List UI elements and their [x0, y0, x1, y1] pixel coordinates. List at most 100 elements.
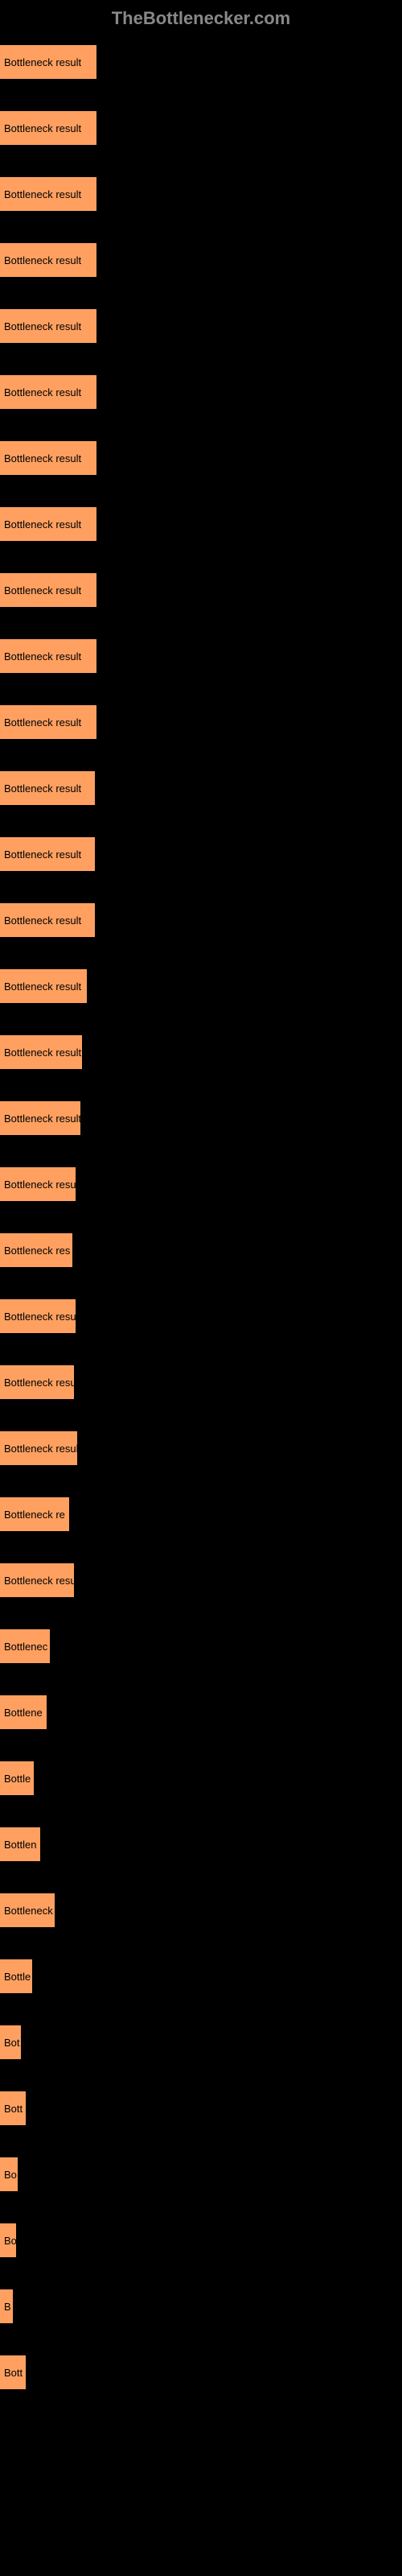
- bar-row: Bo: [0, 2223, 402, 2257]
- bar-row: Bottleneck result: [0, 1299, 402, 1333]
- bar: Bott: [0, 2091, 26, 2125]
- bar-label: Bottleneck result: [4, 716, 81, 729]
- bar-label: Bottleneck result: [4, 518, 81, 530]
- bar-label: Bottle: [4, 1773, 31, 1785]
- bar-row: Bottleneck re: [0, 1497, 402, 1531]
- bar: Bot: [0, 2025, 21, 2059]
- bar-row: Bottleneck result: [0, 45, 402, 79]
- bar-label: Bottleneck result: [4, 584, 81, 597]
- bar-row: Bottleneck res: [0, 1233, 402, 1267]
- bar: Bottleneck result: [0, 639, 96, 673]
- bar-label: Bottleneck: [4, 1905, 53, 1917]
- bar: Bottleneck result: [0, 507, 96, 541]
- bar: Bottleneck result: [0, 243, 96, 277]
- bar-row: Bott: [0, 2355, 402, 2389]
- bar-row: Bottleneck result: [0, 111, 402, 145]
- bar-row: Bottleneck result: [0, 1431, 402, 1465]
- bar: Bottlen: [0, 1827, 40, 1861]
- bar: Bo: [0, 2157, 18, 2191]
- bar-row: Bottleneck result: [0, 1167, 402, 1201]
- bar-label: Bottleneck result: [4, 56, 81, 68]
- bar-row: Bottleneck result: [0, 177, 402, 211]
- bar: Bottleneck result: [0, 969, 87, 1003]
- bar-row: Bottle: [0, 1959, 402, 1993]
- bar-label: Bottleneck result: [4, 122, 81, 134]
- site-title: TheBottlenecker.com: [112, 8, 291, 28]
- bar-label: Bottlenec: [4, 1641, 47, 1653]
- bar-row: Bottleneck result: [0, 969, 402, 1003]
- bar-label: Bottleneck result: [4, 914, 81, 927]
- bar-label: Bottleneck result: [4, 1179, 81, 1191]
- bar: Bottleneck result: [0, 1431, 77, 1465]
- bar-label: Bottleneck result: [4, 1046, 81, 1059]
- bar-label: Bottleneck result: [4, 1311, 81, 1323]
- bar-row: Bottleneck result: [0, 705, 402, 739]
- bar-row: Bottleneck result: [0, 837, 402, 871]
- bar: Bottlenec: [0, 1629, 50, 1663]
- bar-row: Bottlenec: [0, 1629, 402, 1663]
- bar-label: Bottleneck result: [4, 1113, 81, 1125]
- bar: Bottleneck result: [0, 1167, 76, 1201]
- bar-label: Bo: [4, 2169, 17, 2181]
- bar-row: Bottleneck result: [0, 375, 402, 409]
- bar-label: Bottleneck resul: [4, 1575, 79, 1587]
- bar-row: Bot: [0, 2025, 402, 2059]
- bar-row: Bottleneck result: [0, 507, 402, 541]
- bar-label: Bottle: [4, 1971, 31, 1983]
- bar-row: Bottleneck: [0, 1893, 402, 1927]
- bar-row: Bottleneck result: [0, 309, 402, 343]
- bar: Bottleneck resu: [0, 1365, 74, 1399]
- bar-row: Bottleneck resul: [0, 1563, 402, 1597]
- bar: Bottleneck result: [0, 771, 95, 805]
- bar-row: Bottleneck result: [0, 1035, 402, 1069]
- bar: Bottle: [0, 1761, 34, 1795]
- bar-label: Bottleneck result: [4, 650, 81, 663]
- bar-row: B: [0, 2289, 402, 2323]
- bar-row: Bott: [0, 2091, 402, 2125]
- bar: Bottleneck result: [0, 837, 95, 871]
- bar-row: Bottleneck result: [0, 903, 402, 937]
- bar: B: [0, 2289, 13, 2323]
- bar-label: B: [4, 2301, 11, 2313]
- bar: Bottleneck result: [0, 45, 96, 79]
- bar-label: Bottleneck result: [4, 386, 81, 398]
- bar: Bottleneck res: [0, 1233, 72, 1267]
- bar-row: Bottleneck result: [0, 771, 402, 805]
- bar-row: Bottlene: [0, 1695, 402, 1729]
- bar-row: Bottle: [0, 1761, 402, 1795]
- bar-label: Bottlene: [4, 1707, 43, 1719]
- bar-label: Bottleneck result: [4, 188, 81, 200]
- bar: Bottleneck result: [0, 441, 96, 475]
- bar-label: Bottlen: [4, 1839, 36, 1851]
- bar-label: Bott: [4, 2367, 23, 2379]
- bar: Bottleneck result: [0, 903, 95, 937]
- bar: Bottleneck result: [0, 573, 96, 607]
- chart-container: Bottleneck resultBottleneck resultBottle…: [0, 37, 402, 2429]
- bar: Bottleneck result: [0, 705, 96, 739]
- bar: Bottleneck result: [0, 1299, 76, 1333]
- bar-row: Bottleneck resu: [0, 1365, 402, 1399]
- bar-row: Bo: [0, 2157, 402, 2191]
- bar-label: Bottleneck res: [4, 1245, 70, 1257]
- bar: Bottleneck result: [0, 375, 96, 409]
- bar-row: Bottleneck result: [0, 441, 402, 475]
- bar: Bottle: [0, 1959, 32, 1993]
- bar: Bottleneck: [0, 1893, 55, 1927]
- bar-label: Bot: [4, 2037, 20, 2049]
- bar-label: Bottleneck result: [4, 848, 81, 861]
- bar-label: Bott: [4, 2103, 23, 2115]
- bar-label: Bottleneck result: [4, 452, 81, 464]
- bar: Bottleneck result: [0, 309, 96, 343]
- bar: Bottleneck re: [0, 1497, 69, 1531]
- bar-row: Bottlen: [0, 1827, 402, 1861]
- bar-label: Bottleneck result: [4, 320, 81, 332]
- bar-label: Bottleneck result: [4, 254, 81, 266]
- bar: Bottleneck result: [0, 111, 96, 145]
- bar: Bottleneck result: [0, 177, 96, 211]
- bar-row: Bottleneck result: [0, 243, 402, 277]
- bar-label: Bo: [4, 2235, 17, 2247]
- bar-label: Bottleneck result: [4, 980, 81, 993]
- bar: Bottlene: [0, 1695, 47, 1729]
- bar-row: Bottleneck result: [0, 1101, 402, 1135]
- bar: Bottleneck resul: [0, 1563, 74, 1597]
